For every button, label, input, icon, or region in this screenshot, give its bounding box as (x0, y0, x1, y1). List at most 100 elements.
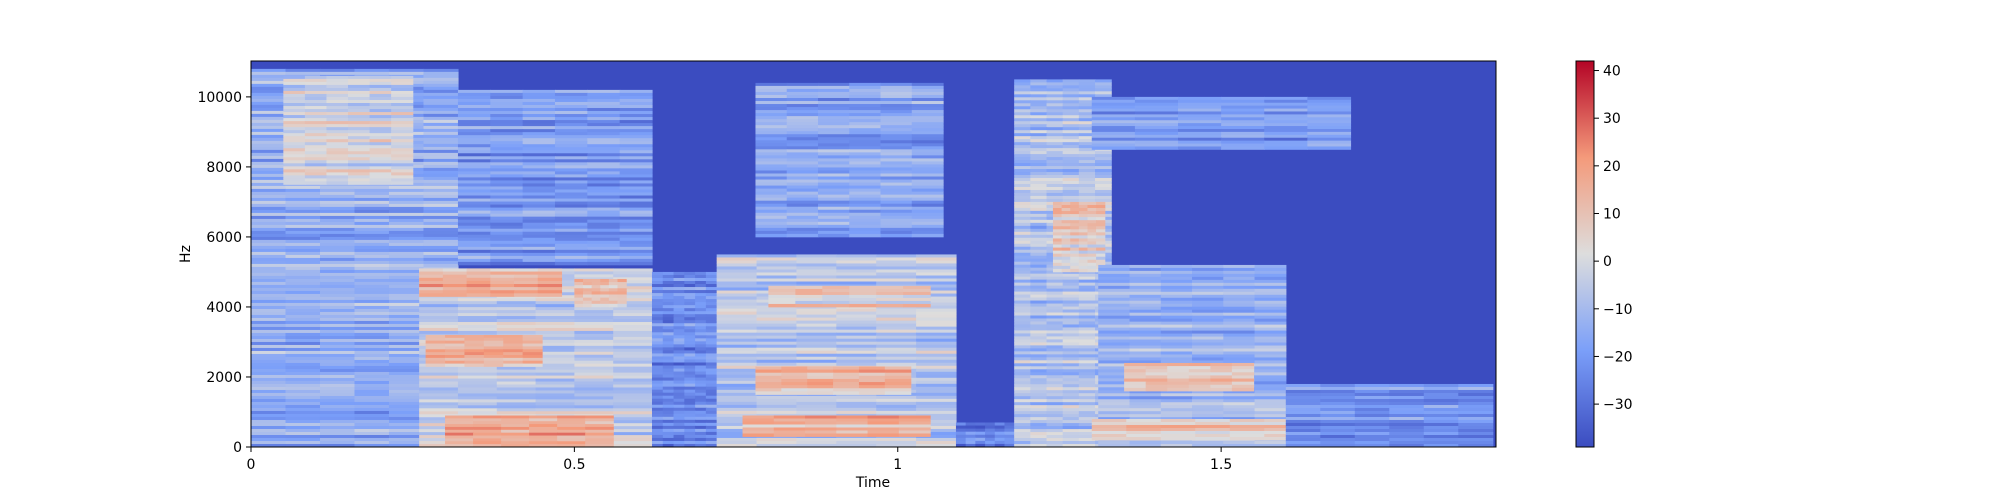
heatmap-cell (522, 355, 543, 359)
heatmap-cell (574, 372, 614, 376)
heatmap-cell (849, 149, 882, 153)
heatmap-cell (1062, 441, 1080, 445)
heatmap-cell (388, 371, 425, 376)
heatmap-cell (619, 231, 653, 236)
heatmap-cell (716, 398, 758, 403)
heatmap-cell (1030, 435, 1048, 439)
heatmap-cell (755, 215, 788, 220)
heatmap-cell (1223, 348, 1256, 352)
heatmap-cell (1223, 339, 1256, 343)
heatmap-cell (1046, 151, 1064, 155)
heatmap-cell (613, 295, 653, 299)
heatmap-cell (304, 163, 328, 167)
heatmap-cell (756, 257, 798, 261)
heatmap-cell (1014, 327, 1031, 331)
heatmap-cell (1458, 410, 1494, 415)
heatmap-cell (1004, 440, 1015, 445)
heatmap-cell (1046, 393, 1064, 397)
heatmap-cell (880, 227, 913, 232)
heatmap-cell (1087, 211, 1097, 215)
heatmap-cell (880, 215, 913, 220)
heatmap-cell (916, 422, 957, 427)
heatmap-cell (466, 284, 491, 288)
heatmap-cell (716, 320, 758, 325)
heatmap-cell (1285, 389, 1321, 394)
heatmap-cell (1221, 117, 1265, 121)
heatmap-cell (1095, 85, 1112, 89)
heatmap-cell (319, 188, 356, 193)
heatmap-cell (1221, 96, 1265, 101)
heatmap-cell (705, 308, 718, 312)
heatmap-cell (608, 285, 619, 289)
heatmap-cell (1078, 130, 1096, 134)
heatmap-cell (876, 338, 917, 343)
heatmap-cell (755, 206, 788, 211)
heatmap-cell (554, 252, 588, 257)
heatmap-cell (898, 427, 931, 431)
heatmap-cell (1223, 417, 1256, 421)
heatmap-cell (522, 225, 556, 230)
heatmap-cell (319, 344, 356, 349)
heatmap-cell (911, 85, 944, 90)
heatmap-cell (1254, 387, 1287, 391)
heatmap-cell (817, 94, 850, 99)
heatmap-cell (867, 421, 900, 425)
heatmap-cell (522, 107, 556, 112)
heatmap-cell (673, 386, 685, 391)
heatmap-cell (916, 344, 957, 349)
heatmap-cell (673, 317, 685, 321)
heatmap-cell (1124, 375, 1147, 379)
heatmap-cell (1030, 333, 1048, 337)
heatmap-cell (619, 228, 653, 233)
heatmap-cell (1423, 410, 1459, 415)
heatmap-cell (1307, 146, 1352, 150)
heatmap-cell (600, 285, 610, 289)
heatmap-cell (755, 203, 788, 208)
heatmap-cell (911, 137, 944, 141)
heatmap-cell (705, 431, 718, 436)
heatmap-cell (662, 290, 675, 294)
heatmap-cell (911, 107, 944, 111)
heatmap-cell (651, 422, 664, 427)
heatmap-cell (1078, 336, 1096, 340)
heatmap-cell (1423, 404, 1459, 409)
heatmap-cell (817, 137, 850, 141)
heatmap-cell (1096, 241, 1106, 245)
heatmap-cell (876, 344, 917, 349)
heatmap-cell (1423, 383, 1459, 388)
heatmap-cell (796, 440, 837, 445)
heatmap-cell (1145, 378, 1168, 383)
heatmap-cell (457, 180, 491, 184)
heatmap-cell (1014, 154, 1031, 158)
heatmap-cell (283, 78, 306, 83)
heatmap-cell (388, 314, 425, 319)
heatmap-cell (490, 228, 524, 233)
heatmap-cell (1046, 175, 1064, 179)
heatmap-cell (613, 342, 653, 347)
heatmap-cell (1285, 383, 1321, 388)
heatmap-cell (619, 135, 653, 139)
heatmap-cell (535, 405, 575, 409)
heatmap-cell (916, 353, 957, 358)
heatmap-cell (326, 112, 349, 116)
heatmap-cell (574, 271, 614, 275)
heatmap-cell (554, 159, 588, 163)
heatmap-cell (796, 281, 837, 285)
heatmap-cell (755, 230, 788, 235)
heatmap-cell (1134, 111, 1179, 115)
heatmap-cell (285, 338, 321, 343)
heatmap-cell (817, 176, 850, 180)
heatmap-cell (483, 340, 504, 344)
heatmap-cell (1078, 333, 1096, 337)
colorbar-tick-label: −20 (1603, 349, 1633, 365)
heatmap-cell (423, 179, 459, 184)
heatmap-cell (911, 125, 944, 129)
heatmap-cell (1134, 120, 1179, 124)
heatmap-cell (1004, 434, 1015, 439)
heatmap-cell (695, 296, 707, 300)
heatmap-cell (496, 405, 537, 409)
heatmap-cell (880, 85, 913, 90)
heatmap-cell (1264, 117, 1308, 121)
heatmap-cell (965, 431, 976, 436)
heatmap-cell (755, 137, 788, 141)
